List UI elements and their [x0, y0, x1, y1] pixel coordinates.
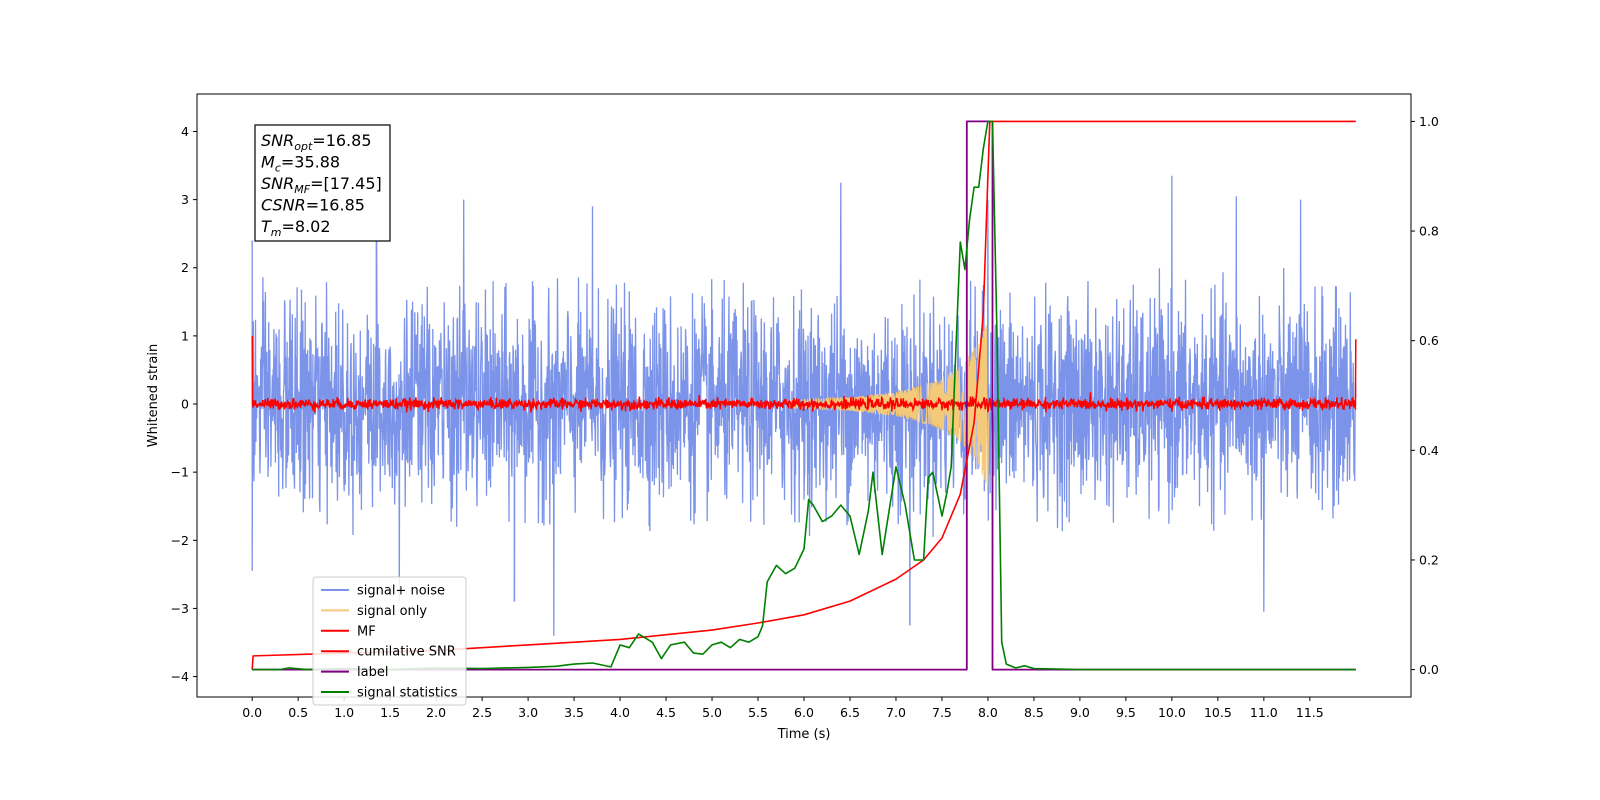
annotation-line: CSNR=16.85 — [261, 196, 365, 215]
x-tick-label: 1.0 — [334, 705, 354, 720]
x-tick-label: 11.5 — [1296, 705, 1324, 720]
x-tick-label: 8.0 — [978, 705, 998, 720]
annotation-line: Tm=8.02 — [261, 217, 331, 239]
series-signal-noise-line — [251, 175, 1357, 636]
x-tick-label: 0.5 — [288, 705, 308, 720]
y2-tick-label: 0.8 — [1419, 224, 1439, 239]
series-mf-line — [251, 335, 1357, 413]
y-tick-label: −4 — [171, 669, 189, 684]
y2-tick-label: 1.0 — [1419, 114, 1439, 129]
x-axis-label: Time (s) — [777, 727, 831, 742]
y-tick-label: −2 — [171, 533, 189, 548]
x-axis: 0.0 0.5 1.0 1.5 2.0 2.5 3.0 3.5 4.0 4.5 5.0 5.5 6.0 6… — [242, 697, 1324, 720]
x-tick-label: 10.5 — [1204, 705, 1232, 720]
annotation-line: Mc=35.88 — [261, 153, 340, 175]
x-tick-label: 4.0 — [610, 705, 630, 720]
y-tick-label: 2 — [181, 260, 189, 275]
annotation-frame — [254, 124, 391, 242]
annotation-line: SNRopt=16.85 — [261, 131, 372, 153]
legend-entry-label: signal+ noise — [357, 584, 445, 599]
x-tick-label: 4.5 — [656, 705, 676, 720]
annotation-line: SNRMF=[17.45] — [261, 174, 382, 196]
y-axis-label: Whitened strain — [146, 344, 161, 447]
series-signal-only-line — [785, 325, 991, 492]
x-tick-label: 0.0 — [242, 705, 262, 720]
x-tick-label: 1.5 — [380, 705, 400, 720]
legend-frame — [312, 576, 467, 706]
x-tick-label: 7.5 — [932, 705, 952, 720]
legend-entry-label: label — [357, 665, 388, 680]
y2-tick-label: 0.0 — [1419, 662, 1439, 677]
y-tick-label: 3 — [181, 192, 189, 207]
x-tick-label: 6.0 — [794, 705, 814, 720]
x-tick-label: 9.5 — [1116, 705, 1136, 720]
x-tick-label: 5.5 — [748, 705, 768, 720]
annotation-box: SNRopt=16.85Mc=35.88SNRMF=[17.45]CSNR=16… — [254, 124, 391, 242]
x-tick-label: 7.0 — [886, 705, 906, 720]
x-tick-label: 3.0 — [518, 705, 538, 720]
y-tick-label: −1 — [171, 465, 189, 480]
x-tick-label: 5.0 — [702, 705, 722, 720]
x-tick-label: 11.0 — [1250, 705, 1278, 720]
legend-entry-label: signal statistics — [357, 686, 458, 701]
x-tick-label: 8.5 — [1024, 705, 1044, 720]
legend: signal+ noise signal only MF cumilative SNR… — [312, 576, 467, 706]
y-tick-label: 4 — [181, 124, 189, 139]
x-tick-label: 9.0 — [1070, 705, 1090, 720]
y-tick-label: 0 — [181, 397, 189, 412]
x-tick-label: 6.5 — [840, 705, 860, 720]
y2-tick-label: 0.2 — [1419, 552, 1439, 567]
y-axis-right: 0.0 0.2 0.4 0.6 0.8 1.0 — [1411, 114, 1439, 677]
series-signal-statistics-line — [252, 120, 1356, 671]
x-tick-label: 10.0 — [1158, 705, 1186, 720]
y2-tick-label: 0.4 — [1419, 443, 1439, 458]
y2-tick-label: 0.6 — [1419, 333, 1439, 348]
legend-entry-label: signal only — [357, 604, 427, 619]
legend-entry-label: MF — [357, 624, 376, 639]
x-tick-label: 2.0 — [426, 705, 446, 720]
y-tick-label: 1 — [181, 328, 189, 343]
y-tick-label: −3 — [171, 601, 189, 616]
y-axis-left: −4 −3 −2 −1 0 1 2 3 4 — [171, 124, 197, 684]
x-tick-label: 3.5 — [564, 705, 584, 720]
legend-entry-label: cumilative SNR — [357, 645, 456, 660]
x-tick-label: 2.5 — [472, 705, 492, 720]
